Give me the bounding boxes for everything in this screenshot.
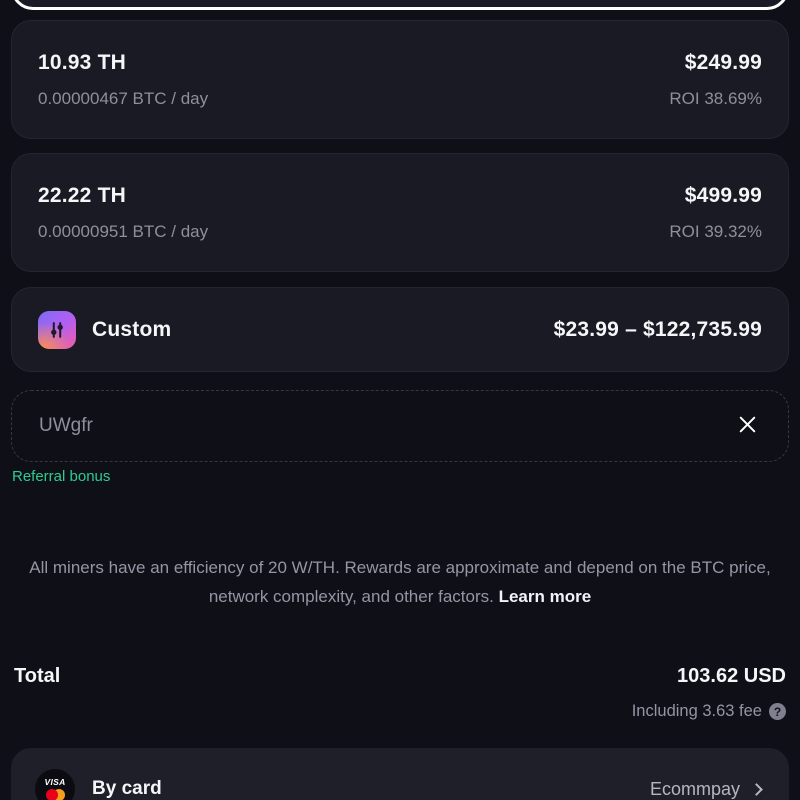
custom-plan-label: Custom: [92, 317, 172, 341]
payment-method-row[interactable]: VISA By card Ecommpay: [11, 748, 789, 800]
total-row: Total 103.62 USD: [14, 665, 786, 688]
custom-plan-card[interactable]: Custom $23.99 – $122,735.99: [11, 287, 789, 372]
plan-daily-reward: 0.00000467 BTC / day: [38, 88, 209, 108]
promo-code-field: [11, 390, 789, 462]
clear-promo-button[interactable]: [731, 408, 764, 444]
learn-more-link[interactable]: Learn more: [498, 587, 592, 606]
plan-hashrate: 10.93 TH: [38, 50, 126, 74]
custom-plan-price-range: $23.99 – $122,735.99: [553, 317, 762, 341]
question-icon[interactable]: ?: [769, 703, 786, 720]
promo-code-input[interactable]: [39, 415, 719, 437]
plan-hashrate: 22.22 TH: [38, 183, 126, 207]
plan-price: $499.99: [684, 183, 762, 207]
plan-roi: ROI 39.32%: [669, 221, 762, 241]
miners-disclaimer: All miners have an efficiency of 20 W/TH…: [25, 553, 775, 611]
plan-daily-reward: 0.00000951 BTC / day: [38, 221, 209, 241]
chevron-right-icon: [750, 782, 763, 796]
fee-row: Including 3.63 fee ?: [632, 702, 786, 721]
sliders-icon: [38, 310, 76, 349]
plan-price: $249.99: [684, 50, 762, 74]
selected-plan-card-partial[interactable]: [11, 0, 789, 10]
fee-note: Including 3.63 fee: [631, 702, 762, 720]
close-icon: [735, 412, 760, 440]
plan-card-10-93-th[interactable]: 10.93 TH $249.99 0.00000467 BTC / day RO…: [11, 20, 789, 139]
total-label: Total: [14, 665, 61, 687]
plan-roi: ROI 38.69%: [669, 88, 762, 108]
plan-card-22-22-th[interactable]: 22.22 TH $499.99 0.00000951 BTC / day RO…: [11, 153, 789, 272]
mastercard-icon: [45, 788, 65, 800]
visa-logo-text: VISA: [44, 776, 66, 787]
payment-provider-name: Ecommpay: [649, 778, 740, 799]
referral-bonus-status: Referral bonus: [12, 468, 111, 485]
payment-method-label: By card: [92, 778, 162, 799]
total-amount: 103.62 USD: [677, 665, 786, 687]
disclaimer-text: All miners have an efficiency of 20 W/TH…: [29, 558, 771, 606]
visa-mastercard-icon: VISA: [35, 769, 75, 800]
